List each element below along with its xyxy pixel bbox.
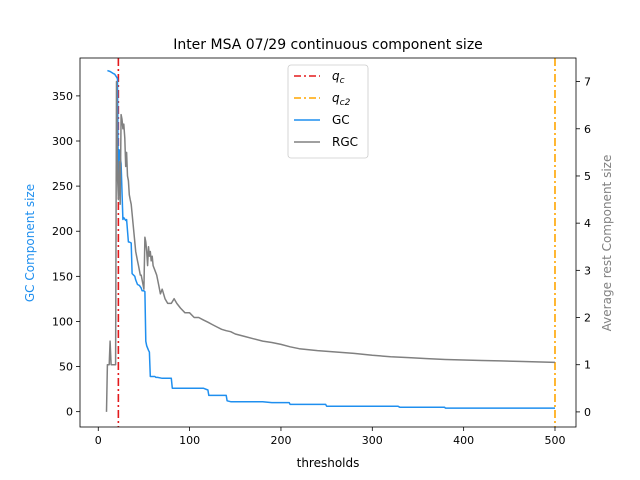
y-left-tick-label: 50 [59,361,73,374]
x-axis-label: thresholds [297,456,360,470]
x-tick-label: 500 [544,434,565,447]
y-axis-left-label: GC Component size [23,184,37,302]
y-left-tick-label: 100 [52,315,73,328]
chart-title: Inter MSA 07/29 continuous component siz… [173,37,483,53]
y-left-tick-label: 200 [52,225,73,238]
x-tick-label: 0 [95,434,102,447]
y-left-tick-label: 0 [66,406,73,419]
plot-area [105,58,556,427]
legend-label: GC [332,113,350,127]
y-right-tick-label: 2 [584,312,591,325]
y-right-tick-label: 4 [584,217,591,230]
y-right-tick-label: 1 [584,359,591,372]
y-right-tick-label: 5 [584,170,591,183]
x-tick-label: 300 [362,434,383,447]
plot-frame [79,57,577,428]
x-tick-label: 100 [179,434,200,447]
y-axis-right-label: Average rest Component size [600,155,614,332]
y-right-tick-label: 3 [584,264,591,277]
legend: qc qc2 GC RGC [287,64,369,159]
y-left-tick-label: 350 [52,90,73,103]
legend-box [287,64,369,159]
legend-label: RGC [332,135,358,149]
x-tick-label: 400 [453,434,474,447]
series-line-rgc [105,80,556,412]
y-left-tick-label: 150 [52,270,73,283]
y-left-tick-label: 300 [52,135,73,148]
series-line-gc [107,69,555,409]
legend-label: qc [332,69,345,86]
axes: 0 100 200 300 400 500 0 50 100 150 200 250 300 350 0 1 2… [52,57,591,447]
y-right-tick-label: 7 [584,76,591,89]
legend-label: qc2 [332,91,351,108]
x-tick-label: 200 [270,434,291,447]
y-right-tick-label: 6 [584,123,591,136]
y-right-tick-label: 0 [584,406,591,419]
y-left-tick-label: 250 [52,180,73,193]
